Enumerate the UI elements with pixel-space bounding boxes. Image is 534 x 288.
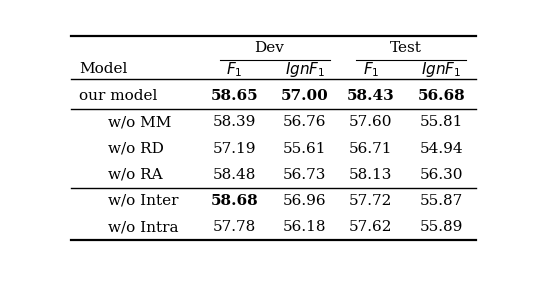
Text: 54.94: 54.94 [420,142,463,156]
Text: 57.00: 57.00 [281,89,328,103]
Text: 55.89: 55.89 [420,220,463,234]
Text: 57.62: 57.62 [349,220,392,234]
Text: 56.71: 56.71 [349,142,392,156]
Text: 55.61: 55.61 [283,142,326,156]
Text: 56.68: 56.68 [418,89,465,103]
Text: 56.30: 56.30 [420,168,463,182]
Text: $F_1$: $F_1$ [226,60,242,79]
Text: $IgnF_1$: $IgnF_1$ [285,60,325,79]
Text: w/o RA: w/o RA [108,168,163,182]
Text: w/o MM: w/o MM [108,115,171,129]
Text: 56.18: 56.18 [283,220,326,234]
Text: 57.78: 57.78 [213,220,256,234]
Text: 58.48: 58.48 [213,168,256,182]
Text: 56.76: 56.76 [283,115,326,129]
Text: $IgnF_1$: $IgnF_1$ [421,60,461,79]
Text: 58.13: 58.13 [349,168,392,182]
Text: 55.87: 55.87 [420,194,463,208]
Text: 57.72: 57.72 [349,194,392,208]
Text: 57.19: 57.19 [213,142,256,156]
Text: 58.39: 58.39 [213,115,256,129]
Text: Test: Test [390,41,422,55]
Text: w/o RD: w/o RD [108,142,164,156]
Text: Dev: Dev [255,41,285,55]
Text: 57.60: 57.60 [349,115,392,129]
Text: 56.73: 56.73 [283,168,326,182]
Text: w/o Intra: w/o Intra [108,220,179,234]
Text: $F_1$: $F_1$ [363,60,379,79]
Text: 56.96: 56.96 [283,194,326,208]
Text: 55.81: 55.81 [420,115,463,129]
Text: 58.65: 58.65 [210,89,258,103]
Text: Model: Model [79,62,128,76]
Text: our model: our model [79,89,158,103]
Text: w/o Inter: w/o Inter [108,194,179,208]
Text: 58.43: 58.43 [347,89,395,103]
Text: 58.68: 58.68 [210,194,258,208]
